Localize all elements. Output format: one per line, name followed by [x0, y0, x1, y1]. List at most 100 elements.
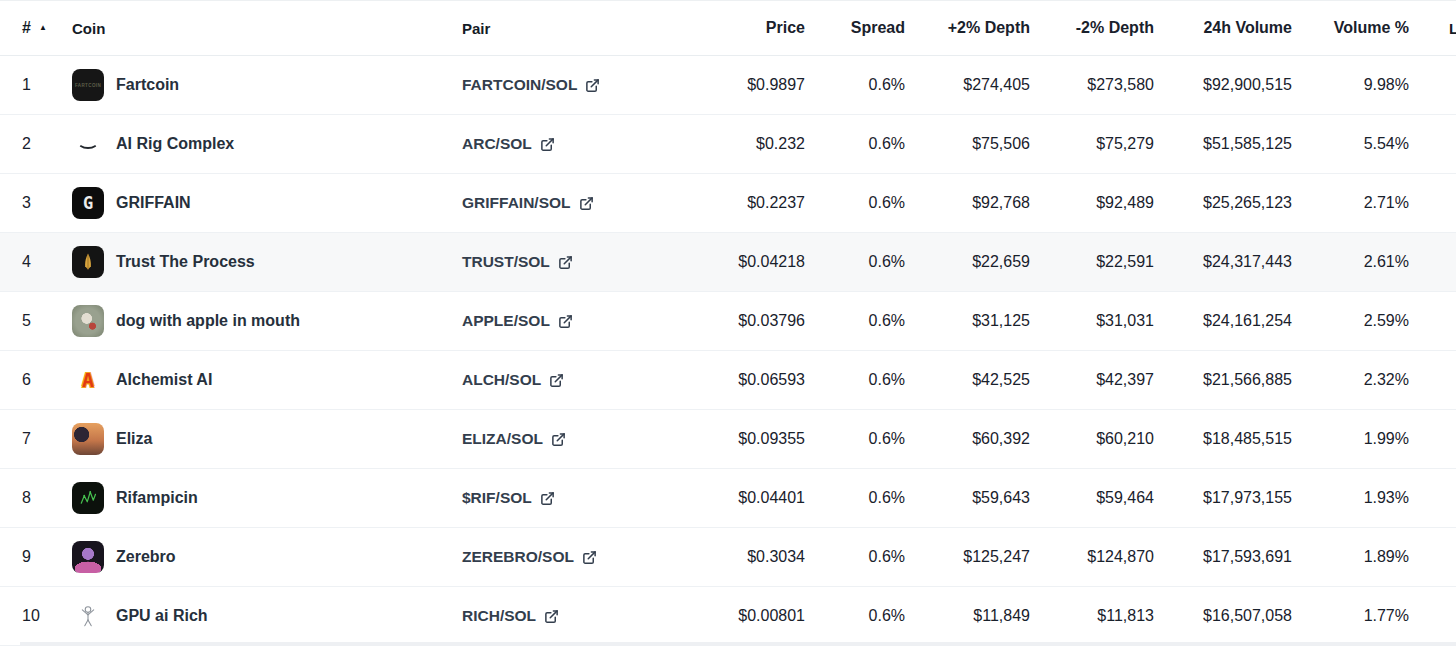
rank-cell: 5 — [0, 312, 64, 330]
table-row: 1 FARTCOIN Fartcoin FARTCOIN/SOL $0.9897… — [0, 56, 1456, 115]
rank-cell: 10 — [0, 607, 64, 625]
plus2-depth-cell: $42,525 — [910, 371, 1036, 389]
coin-name[interactable]: Eliza — [116, 430, 152, 448]
pair-link[interactable]: GRIFFAIN/SOL — [462, 194, 594, 212]
coin-name[interactable]: Alchemist AI — [116, 371, 212, 389]
external-link-icon — [558, 314, 573, 329]
coin-name[interactable]: AI Rig Complex — [116, 135, 234, 153]
pair-cell: FARTCOIN/SOL — [450, 76, 640, 94]
price-cell: $0.2237 — [640, 194, 810, 212]
column-header-minus2-depth[interactable]: -2% Depth — [1036, 19, 1160, 37]
coin-name[interactable]: dog with apple in mouth — [116, 312, 300, 330]
table-header-row: # ▲ Coin Pair Price Spread +2% Depth -2%… — [0, 1, 1456, 56]
minus2-depth-cell: $60,210 — [1036, 430, 1160, 448]
external-link-icon — [579, 196, 594, 211]
coin-name[interactable]: Rifampicin — [116, 489, 198, 507]
minus2-depth-cell: $75,279 — [1036, 135, 1160, 153]
rank-value: 2 — [22, 135, 31, 153]
pair-link[interactable]: ELIZA/SOL — [462, 430, 566, 448]
coin-cell[interactable]: GPU ai Rich — [64, 600, 450, 632]
pair-label: APPLE/SOL — [462, 312, 550, 330]
coin-cell[interactable]: AI Rig Complex — [64, 128, 450, 160]
volume-pct-cell: 2.61% — [1298, 253, 1414, 271]
volume-cell: $18,485,515 — [1160, 430, 1298, 448]
coin-cell[interactable]: Zerebro — [64, 541, 450, 573]
volume-pct-cell: 1.93% — [1298, 489, 1414, 507]
price-cell: $0.06593 — [640, 371, 810, 389]
volume-cell: $92,900,515 — [1160, 76, 1298, 94]
volume-pct-cell: 9.98% — [1298, 76, 1414, 94]
molecule-glyph — [76, 486, 100, 510]
pair-link[interactable]: FARTCOIN/SOL — [462, 76, 600, 94]
plus2-depth-cell: $92,768 — [910, 194, 1036, 212]
coin-cell[interactable]: FARTCOIN Fartcoin — [64, 69, 450, 101]
table-row: 5 dog with apple in mouth APPLE/SOL $0.0… — [0, 292, 1456, 351]
rank-cell: 2 — [0, 135, 64, 153]
volume-pct-cell: 5.54% — [1298, 135, 1414, 153]
coin-cell[interactable]: dog with apple in mouth — [64, 305, 450, 337]
coin-cell[interactable]: Trust The Process — [64, 246, 450, 278]
column-header-rank[interactable]: # ▲ — [0, 19, 64, 37]
rank-cell: 8 — [0, 489, 64, 507]
volume-pct-cell: 1.99% — [1298, 430, 1414, 448]
volume-pct-cell: 1.89% — [1298, 548, 1414, 566]
column-header-last-traded[interactable]: Last Traded — [1414, 20, 1456, 37]
column-header-spread[interactable]: Spread — [810, 19, 910, 37]
spread-cell: 0.6% — [810, 548, 910, 566]
spread-cell: 0.6% — [810, 194, 910, 212]
coin-name[interactable]: Fartcoin — [116, 76, 179, 94]
pair-label: ARC/SOL — [462, 135, 532, 153]
rank-cell: 6 — [0, 371, 64, 389]
spread-cell: 0.6% — [810, 430, 910, 448]
coin-name[interactable]: Zerebro — [116, 548, 176, 566]
coin-cell[interactable]: Eliza — [64, 423, 450, 455]
column-header-volume-pct[interactable]: Volume % — [1298, 19, 1414, 37]
coin-cell[interactable]: G GRIFFAIN — [64, 187, 450, 219]
column-header-pair[interactable]: Pair — [450, 20, 640, 37]
table-row: 3 G GRIFFAIN GRIFFAIN/SOL $0.2237 0.6% $… — [0, 174, 1456, 233]
pair-link[interactable]: TRUST/SOL — [462, 253, 573, 271]
pair-link[interactable]: ALCH/SOL — [462, 371, 564, 389]
column-header-coin[interactable]: Coin — [64, 20, 450, 37]
column-header-plus2-depth[interactable]: +2% Depth — [910, 19, 1036, 37]
pair-link[interactable]: ZEREBRO/SOL — [462, 548, 597, 566]
coin-cell[interactable]: Rifampicin — [64, 482, 450, 514]
volume-cell: $17,593,691 — [1160, 548, 1298, 566]
price-cell: $0.04401 — [640, 489, 810, 507]
alchemist-ai-icon: A — [72, 364, 104, 396]
table-row: 9 Zerebro ZEREBRO/SOL $0.3034 0.6% $125,… — [0, 528, 1456, 587]
pair-link[interactable]: APPLE/SOL — [462, 312, 573, 330]
pair-label: ZEREBRO/SOL — [462, 548, 574, 566]
coin-name[interactable]: GRIFFAIN — [116, 194, 191, 212]
price-cell: $0.3034 — [640, 548, 810, 566]
plus2-depth-cell: $274,405 — [910, 76, 1036, 94]
gpu-ai-rich-icon — [72, 600, 104, 632]
spread-cell: 0.6% — [810, 607, 910, 625]
rank-value: 10 — [22, 607, 40, 625]
external-link-icon — [551, 432, 566, 447]
volume-pct-cell: 1.77% — [1298, 607, 1414, 625]
column-header-24h-volume[interactable]: 24h Volume — [1160, 19, 1298, 37]
pair-link[interactable]: ARC/SOL — [462, 135, 555, 153]
column-header-price[interactable]: Price — [640, 19, 810, 37]
rank-cell: 7 — [0, 430, 64, 448]
spread-cell: 0.6% — [810, 371, 910, 389]
pair-cell: ALCH/SOL — [450, 371, 640, 389]
pair-link[interactable]: $RIF/SOL — [462, 489, 555, 507]
pair-label: $RIF/SOL — [462, 489, 532, 507]
pair-label: FARTCOIN/SOL — [462, 76, 577, 94]
price-cell: $0.9897 — [640, 76, 810, 94]
coin-name[interactable]: GPU ai Rich — [116, 607, 208, 625]
table-row: 2 AI Rig Complex ARC/SOL $0.232 0.6% $75… — [0, 115, 1456, 174]
minus2-depth-cell: $11,813 — [1036, 607, 1160, 625]
plus2-depth-cell: $31,125 — [910, 312, 1036, 330]
rank-cell: 3 — [0, 194, 64, 212]
pair-link[interactable]: RICH/SOL — [462, 607, 559, 625]
volume-pct-cell: 2.32% — [1298, 371, 1414, 389]
pair-label: TRUST/SOL — [462, 253, 550, 271]
pair-label: GRIFFAIN/SOL — [462, 194, 571, 212]
volume-pct-cell: 2.71% — [1298, 194, 1414, 212]
external-link-icon — [582, 550, 597, 565]
coin-name[interactable]: Trust The Process — [116, 253, 255, 271]
coin-cell[interactable]: A Alchemist AI — [64, 364, 450, 396]
